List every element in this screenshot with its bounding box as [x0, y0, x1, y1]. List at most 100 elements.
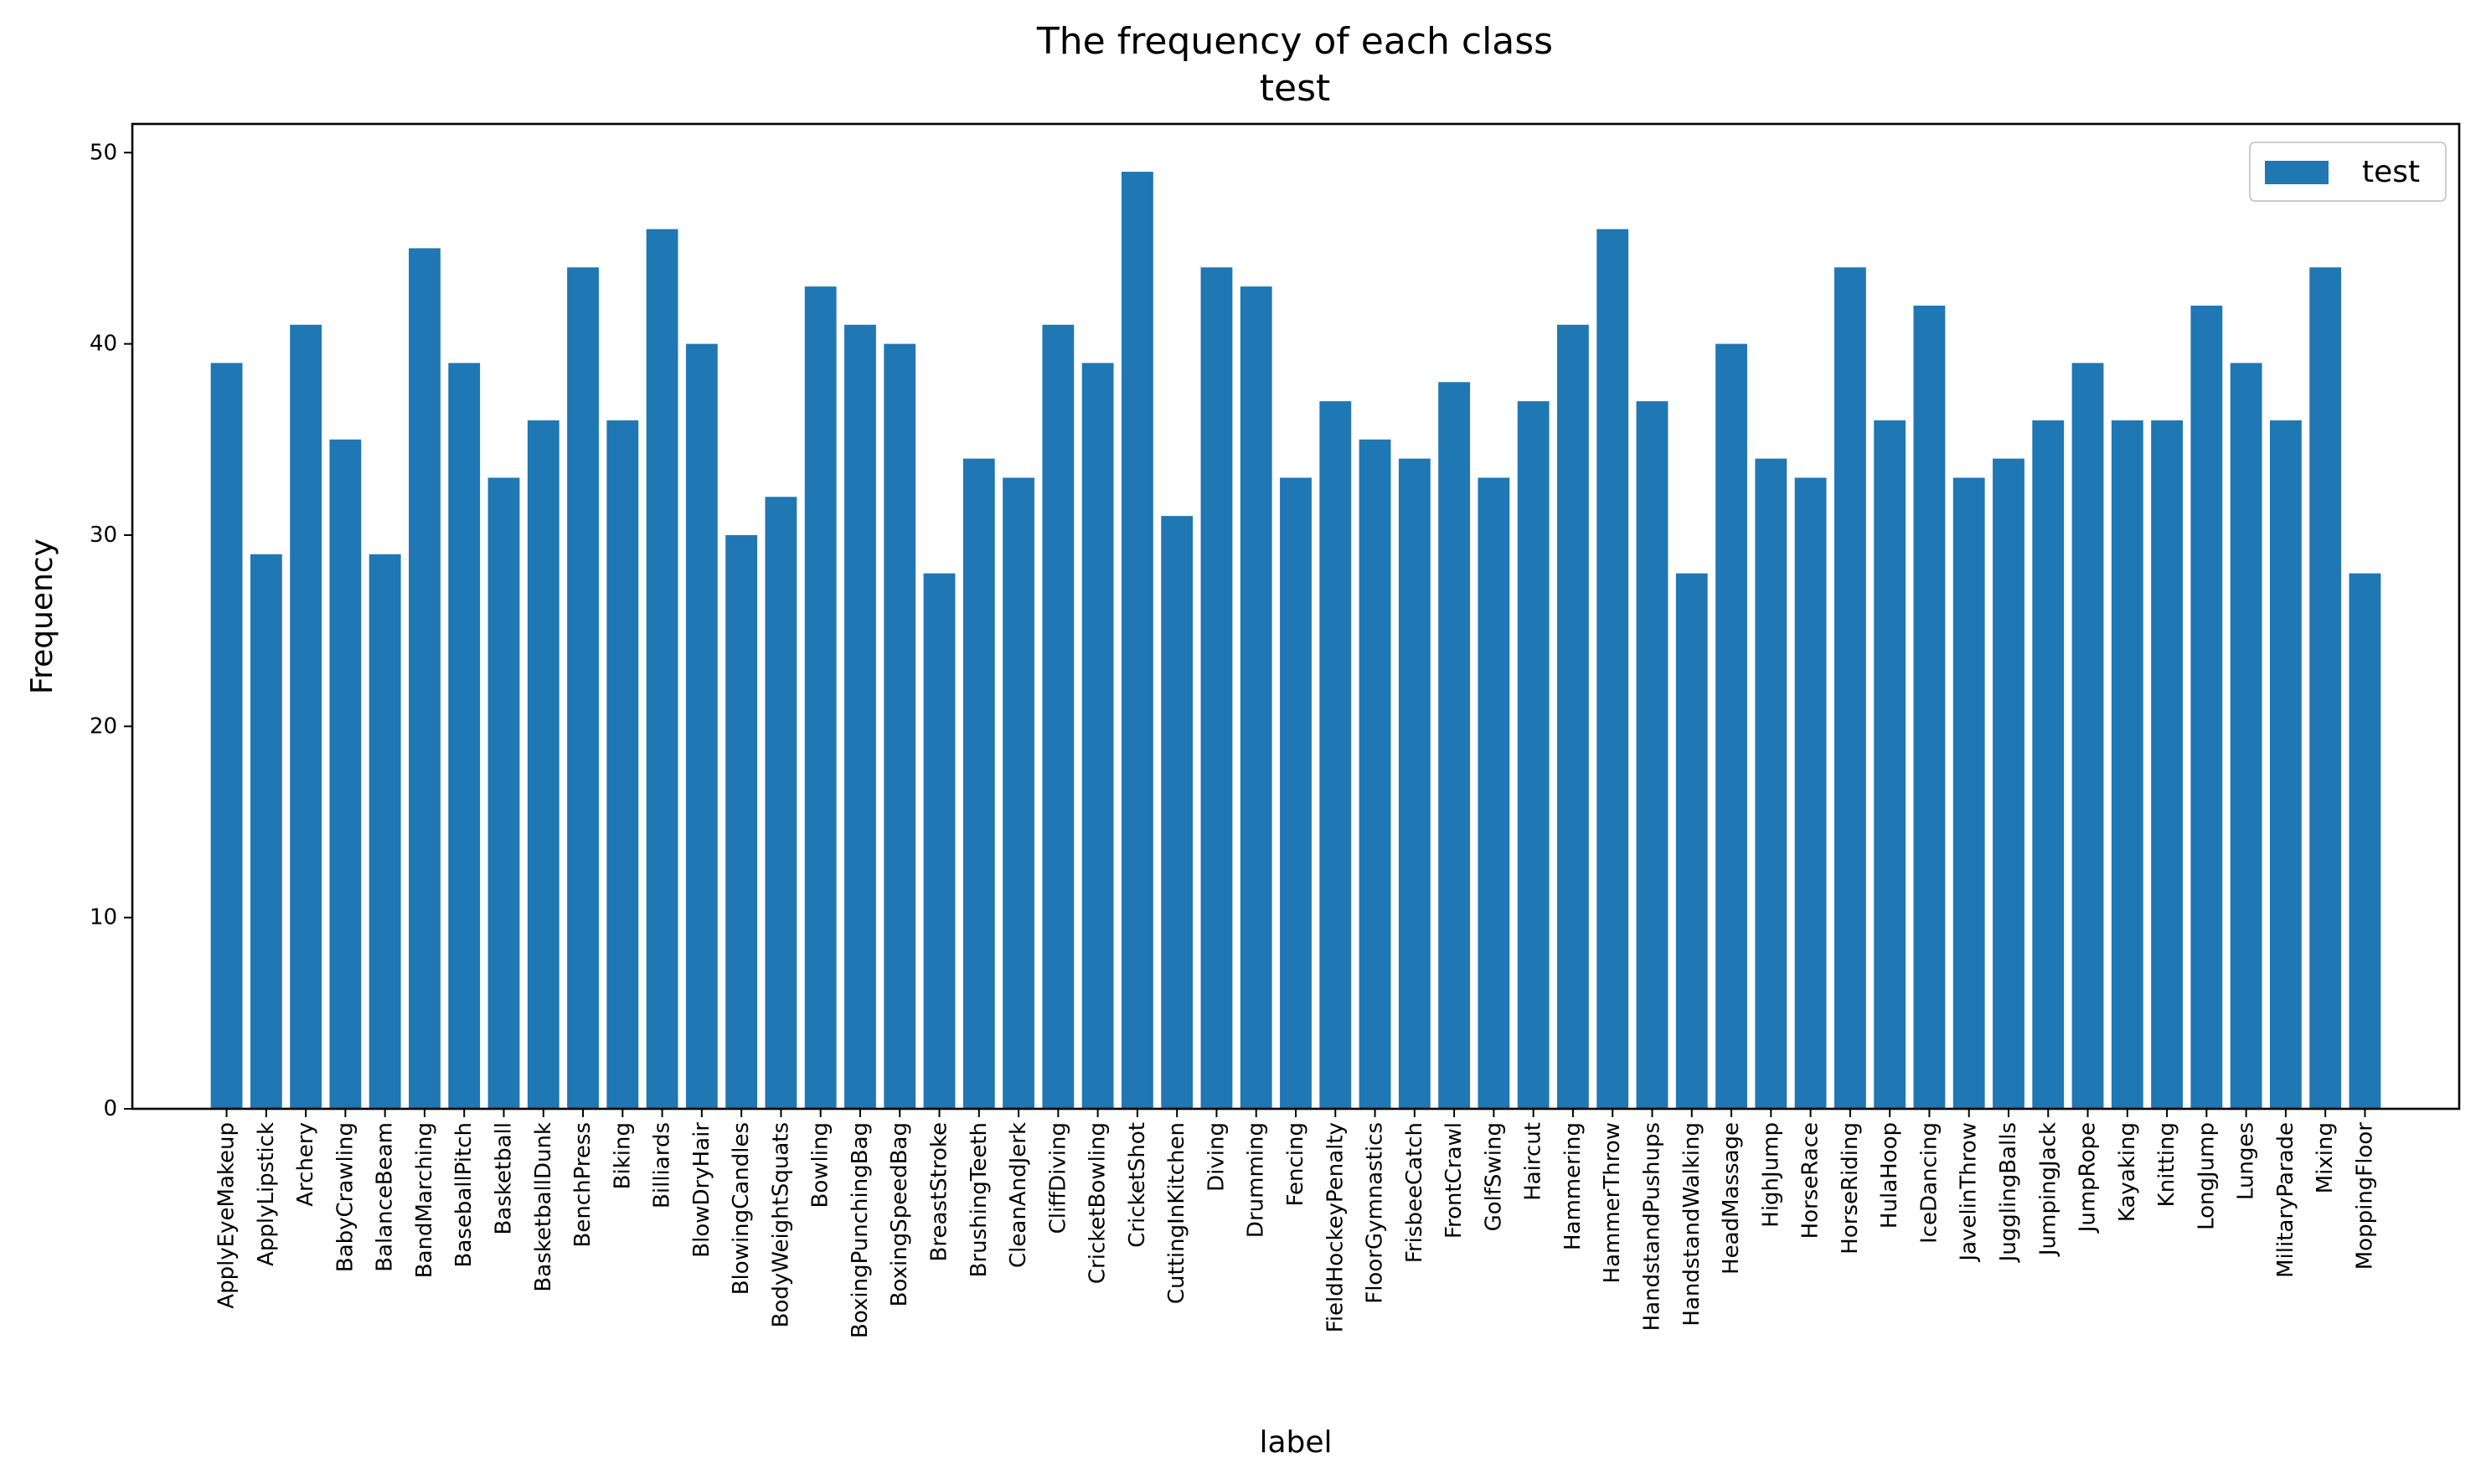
y-tick-label: 0: [103, 1096, 117, 1121]
x-tick-label: HammerThrow: [1600, 1122, 1625, 1283]
x-tick-label: Billiards: [650, 1122, 675, 1208]
x-tick-label: Diving: [1204, 1122, 1229, 1192]
bar-applyeyemakeup: [210, 363, 243, 1109]
x-tick-label: BrushingTeeth: [967, 1122, 992, 1277]
x-tick-label: Lunges: [2234, 1122, 2259, 1200]
bar-handstandwalking: [1675, 573, 1708, 1109]
y-tick-label: 20: [90, 714, 117, 739]
bar-golfswing: [1478, 477, 1510, 1109]
x-tick-label: HorseRiding: [1838, 1122, 1863, 1255]
x-tick-label: HulaHoop: [1877, 1122, 1902, 1229]
bar-balancebeam: [369, 554, 401, 1109]
x-tick-label: HorseRace: [1798, 1122, 1823, 1239]
bar-hammerthrow: [1596, 229, 1629, 1110]
bar-archery: [290, 324, 322, 1109]
x-tick-label: CliffDiving: [1045, 1122, 1070, 1234]
bars-group: [210, 172, 2381, 1110]
x-tick-label: Mixing: [2313, 1122, 2338, 1193]
legend-box: [2249, 142, 2447, 202]
x-tick-label: BlowingCandles: [729, 1122, 754, 1295]
x-tick-label: CricketShot: [1125, 1122, 1150, 1248]
y-tick-label: 30: [90, 523, 117, 548]
bar-lunges: [2230, 363, 2262, 1109]
bar-haircut: [1517, 401, 1550, 1109]
x-tick-label: BlowDryHair: [689, 1122, 714, 1258]
legend-label-test: test: [2362, 155, 2420, 189]
bar-bodyweightsquats: [765, 497, 797, 1109]
bar-basketball: [487, 477, 520, 1109]
x-tick-label: Biking: [610, 1122, 635, 1189]
bar-frontcrawl: [1438, 382, 1471, 1109]
bar-mixing: [2309, 267, 2342, 1109]
bar-icedancing: [1913, 305, 1946, 1109]
bar-militaryparade: [2270, 420, 2302, 1109]
bar-diving: [1200, 267, 1233, 1109]
x-tick-label: Archery: [293, 1122, 318, 1207]
bar-handstandpushups: [1636, 401, 1669, 1109]
x-tick-label: FrisbeeCatch: [1402, 1122, 1427, 1263]
y-tick-label: 10: [90, 905, 117, 930]
x-tick-label: Bowling: [808, 1122, 833, 1208]
bar-benchpress: [567, 267, 599, 1109]
bar-horseriding: [1834, 267, 1866, 1109]
x-tick-label: BoxingSpeedBag: [887, 1122, 912, 1306]
chart-subtitle: test: [1260, 67, 1331, 110]
x-tick-label: HandstandWalking: [1679, 1122, 1705, 1327]
x-tick-label: CuttingInKitchen: [1164, 1122, 1189, 1304]
x-axis: ApplyEyeMakeup ApplyLipstick Archery BabyCr…: [214, 1109, 2377, 1338]
x-tick-label: CleanAndJerk: [1006, 1122, 1031, 1268]
x-tick-label: JavelinThrow: [1957, 1122, 1982, 1263]
legend-swatch: [2265, 161, 2329, 184]
y-tick-label: 40: [90, 332, 117, 357]
x-tick-label: HandstandPushups: [1639, 1122, 1664, 1331]
bar-moppingfloor: [2349, 573, 2381, 1109]
bar-highjump: [1755, 458, 1787, 1109]
x-tick-label: Basketball: [491, 1122, 516, 1235]
bar-breaststroke: [923, 573, 956, 1109]
bar-frisbeecatch: [1398, 458, 1431, 1109]
bar-boxingspeedbag: [884, 343, 916, 1110]
bar-javelinthrow: [1952, 477, 1985, 1109]
x-tick-label: MilitaryParade: [2273, 1122, 2298, 1278]
x-tick-label: Kayaking: [2115, 1122, 2140, 1222]
x-tick-label: BabyCrawling: [333, 1122, 358, 1272]
x-tick-label: HeadMassage: [1719, 1122, 1744, 1275]
x-tick-label: BodyWeightSquats: [768, 1122, 793, 1327]
x-tick-label: BalanceBeam: [373, 1122, 398, 1272]
bar-biking: [606, 420, 639, 1109]
bar-applylipstick: [250, 554, 282, 1109]
bar-fieldhockeypenalty: [1319, 401, 1352, 1109]
x-tick-label: MoppingFloor: [2352, 1122, 2377, 1270]
y-tick-label: 50: [90, 140, 117, 165]
bar-bowling: [804, 286, 837, 1110]
x-tick-label: LongJump: [2194, 1122, 2219, 1230]
bar-baseballpitch: [448, 363, 481, 1109]
x-tick-label: HighJump: [1758, 1122, 1783, 1228]
y-axis-title: Frequency: [25, 538, 59, 694]
x-tick-label: BoxingPunchingBag: [848, 1122, 873, 1338]
legend: test: [2249, 142, 2447, 202]
bar-cliffdiving: [1042, 324, 1075, 1109]
x-tick-label: ApplyEyeMakeup: [214, 1122, 240, 1309]
x-tick-label: CricketBowling: [1086, 1122, 1111, 1284]
x-tick-label: BasketballDunk: [531, 1122, 556, 1292]
bar-bandmarching: [409, 248, 441, 1110]
plot-frame: [131, 122, 2461, 1110]
bar-knitting: [2151, 420, 2183, 1109]
bar-jugglingballs: [1993, 458, 2024, 1109]
bar-cuttinginkitchen: [1161, 516, 1194, 1109]
bar-cricketbowling: [1081, 363, 1114, 1109]
x-tick-label: FieldHockeyPenalty: [1323, 1122, 1348, 1332]
x-tick-label: Hammering: [1560, 1122, 1586, 1250]
bar-kayaking: [2111, 420, 2143, 1109]
x-tick-label: JugglingBalls: [1996, 1122, 2021, 1263]
bar-cricketshot: [1121, 172, 1153, 1110]
bar-basketballdunk: [527, 420, 560, 1109]
x-tick-label: IceDancing: [1916, 1122, 1942, 1244]
chart-title: The frequency of each class: [1036, 20, 1553, 63]
x-tick-label: Fencing: [1283, 1122, 1308, 1207]
x-tick-label: FrontCrawl: [1442, 1122, 1467, 1239]
bar-headmassage: [1715, 343, 1747, 1110]
x-tick-label: JumpRope: [2076, 1122, 2101, 1234]
